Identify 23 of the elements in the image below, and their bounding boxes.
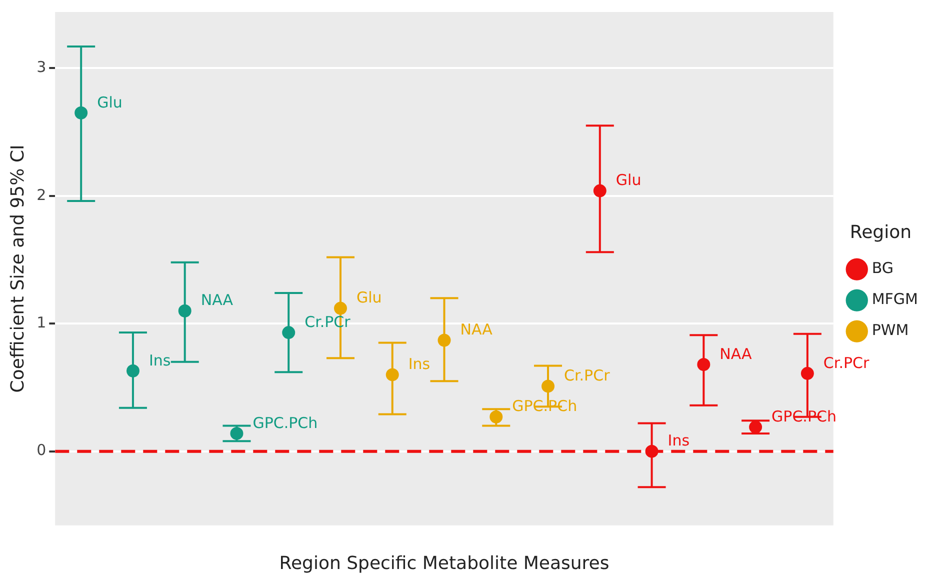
annotation: GPC.PCh [252, 414, 318, 432]
y-axis-title: Coefficient Size and 95% CI [7, 144, 28, 393]
annotation: GPC.PCh [512, 397, 578, 416]
annotation: NAA [200, 291, 234, 310]
x-axis-title: Region Specific Metabolite Measures [279, 552, 610, 574]
legend-title: Region [850, 222, 912, 243]
annotation: Cr.PCr [564, 366, 611, 385]
legend-label: PWM [872, 321, 909, 340]
annotation: Cr.PCr [823, 354, 870, 372]
annotation: Glu [356, 288, 382, 307]
annotation: Ins [408, 355, 430, 374]
annotation: NAA [460, 320, 494, 339]
annotation: Glu [97, 93, 122, 112]
y-tick-label: 1 [36, 314, 46, 332]
annotation: Ins [148, 351, 171, 370]
annotation: Ins [668, 432, 690, 450]
y-tick-label: 0 [36, 441, 46, 460]
y-tick-label: 3 [36, 58, 46, 76]
annotation: Glu [616, 171, 642, 190]
legend-label: MFGM [872, 290, 918, 308]
y-tick-label: 2 [36, 186, 46, 204]
legend-label: BG [872, 259, 894, 278]
annotation: NAA [720, 344, 753, 363]
